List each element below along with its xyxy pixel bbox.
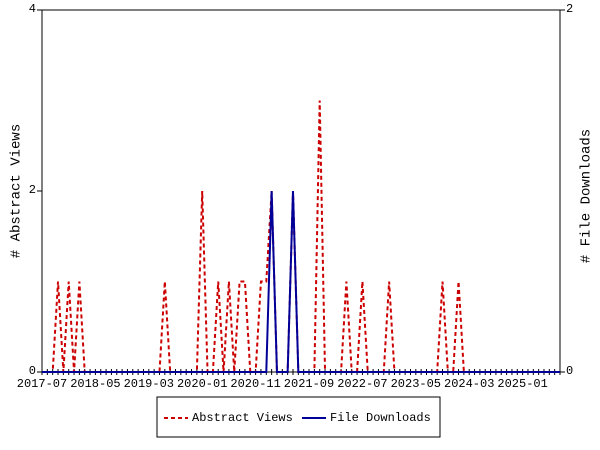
x-tick-label: 2019-03 (124, 377, 174, 391)
legend-box (156, 396, 441, 438)
y-tick-label: 2 (29, 183, 36, 197)
plot-frame (41, 9, 561, 373)
y-tick-label: 0 (29, 364, 36, 378)
x-tick-label: 2017-07 (17, 377, 67, 391)
x-tick-label: 2021-09 (284, 377, 334, 391)
y-axis-label: # Abstract Views (9, 124, 25, 258)
x-tick-label: 2020-01 (177, 377, 227, 391)
x-tick-label: 2024-03 (444, 377, 494, 391)
data-line (42, 190, 560, 373)
legend-label: Abstract Views (192, 411, 293, 425)
legend-label: File Downloads (330, 411, 431, 425)
y-tick-label: 4 (29, 2, 36, 16)
y2-tick-label: 2 (566, 2, 573, 16)
x-tick-label: 2025-01 (497, 377, 547, 391)
y2-tick-label: 0 (566, 364, 573, 378)
x-tick-label: 2022-07 (337, 377, 387, 391)
data-line (42, 100, 560, 373)
x-tick-label: 2023-05 (391, 377, 441, 391)
x-tick-label: 2020-11 (230, 377, 280, 391)
y2-axis-label: # File Downloads (579, 129, 595, 263)
x-tick-label: 2018-05 (70, 377, 120, 391)
